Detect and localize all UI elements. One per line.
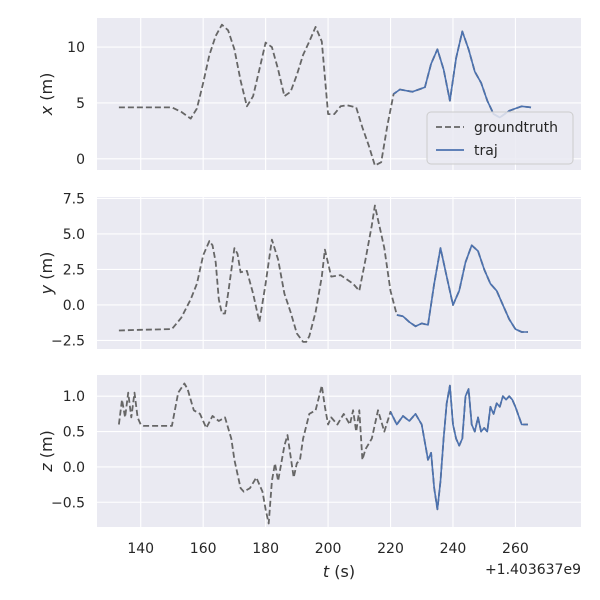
y-axis-label-var: y	[37, 284, 56, 295]
y-axis-label-var: z	[37, 463, 56, 473]
y-axis-label: z (m)	[37, 430, 56, 473]
y-axis-label-var: x	[37, 105, 56, 116]
x-axis-label-unit: (s)	[329, 562, 355, 581]
x-tick-label: 180	[252, 541, 279, 557]
y-axis-label: y (m)	[37, 252, 56, 296]
series-group	[118, 204, 528, 343]
x-offset-text: +1.403637e9	[485, 562, 581, 578]
y-tick-label: 5	[76, 96, 85, 112]
series-group	[118, 382, 528, 525]
chart-root: 0 5 10 x (m) groundtruth traj −2.5 0.0 2.5 5.0 7.5…	[37, 18, 581, 581]
y-axis-label-unit: (m)	[37, 73, 56, 106]
x-tick-label: 160	[190, 541, 217, 557]
legend: groundtruth traj	[426, 111, 574, 165]
y-tick-label: 7.5	[63, 191, 85, 207]
x-tick-label: 220	[377, 541, 404, 557]
y-tick-label: −0.5	[51, 495, 85, 511]
y-tick-label: 2.5	[63, 262, 85, 278]
legend-box	[426, 111, 574, 165]
x-tick-label: 140	[127, 541, 154, 557]
y-axis-label-unit: (m)	[37, 252, 56, 285]
x-axis-label-var: t	[323, 562, 330, 581]
legend-label-groundtruth: groundtruth	[474, 120, 558, 136]
x-tick-label: 260	[502, 541, 529, 557]
y-tick-label: 0.5	[63, 425, 85, 441]
x-tick-label: 200	[315, 541, 342, 557]
y-axis-label: x (m)	[37, 73, 56, 117]
x-tick-label: 240	[440, 541, 467, 557]
y-tick-label: −2.5	[51, 333, 85, 349]
y-tick-label: 0.0	[63, 460, 85, 476]
series-line-traj	[396, 244, 528, 333]
x-axis-label: t (s)	[323, 562, 355, 581]
y-tick-label: 0	[76, 152, 85, 168]
y-axis-label-unit: (m)	[37, 430, 56, 463]
y-tick-label: 10	[67, 40, 85, 56]
y-tick-label: 1.0	[63, 389, 85, 405]
panel-1: 0 5 10 x (m) groundtruth traj	[37, 18, 581, 170]
legend-label-traj: traj	[474, 143, 498, 159]
y-tick-label: 5.0	[63, 227, 85, 243]
plot-area	[97, 197, 581, 349]
panel-2: −2.5 0.0 2.5 5.0 7.5 y (m)	[37, 191, 581, 349]
series-line-traj	[389, 384, 528, 511]
y-tick-label: 0.0	[63, 298, 85, 314]
panel-3: −0.5 0.0 0.5 1.0 z (m) 140 160 180 200 220 240 260 t…	[37, 375, 581, 581]
